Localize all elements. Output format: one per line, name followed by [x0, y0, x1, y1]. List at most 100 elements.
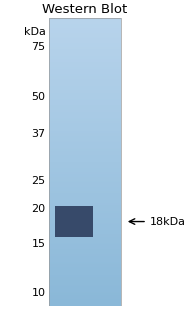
Bar	[49, 273, 121, 275]
Bar	[49, 263, 121, 265]
Bar	[49, 122, 121, 123]
Bar	[49, 234, 121, 236]
Bar	[49, 270, 121, 272]
Bar	[49, 46, 121, 47]
Bar	[49, 162, 121, 164]
Bar	[49, 198, 121, 200]
Bar	[49, 73, 121, 74]
Bar	[49, 20, 121, 21]
Bar	[49, 21, 121, 23]
Bar	[49, 90, 121, 92]
Bar	[49, 233, 121, 234]
Bar	[49, 138, 121, 139]
Bar	[49, 102, 121, 103]
Bar	[49, 254, 121, 256]
Bar	[49, 47, 121, 49]
Bar	[49, 112, 121, 113]
Bar	[49, 67, 121, 69]
Bar	[49, 98, 121, 99]
Bar	[49, 54, 121, 56]
Bar	[49, 299, 121, 300]
Bar	[49, 175, 121, 177]
Bar	[49, 40, 121, 41]
Bar	[49, 49, 121, 50]
Bar	[49, 36, 121, 37]
Bar	[49, 154, 121, 155]
Bar	[49, 66, 121, 67]
Bar	[49, 201, 121, 203]
Text: 10: 10	[31, 288, 45, 298]
Bar	[49, 204, 121, 205]
Text: 75: 75	[31, 42, 45, 52]
Bar	[49, 18, 121, 20]
Text: 15: 15	[31, 239, 45, 249]
Bar	[49, 103, 121, 105]
Bar	[49, 63, 121, 64]
Bar	[49, 193, 121, 194]
Bar	[49, 39, 121, 40]
Bar	[49, 282, 121, 283]
Bar	[49, 145, 121, 146]
Bar	[49, 129, 121, 131]
Bar	[49, 178, 121, 180]
Bar	[49, 51, 121, 53]
Bar	[49, 187, 121, 188]
Bar	[49, 305, 121, 306]
Bar	[49, 128, 121, 129]
Bar	[49, 226, 121, 227]
Bar	[49, 168, 121, 169]
Text: 37: 37	[31, 129, 45, 138]
Bar	[49, 218, 121, 220]
Bar	[49, 194, 121, 195]
Bar	[49, 228, 121, 230]
Bar	[49, 31, 121, 33]
Bar	[49, 64, 121, 66]
Bar	[49, 86, 121, 87]
Bar	[49, 171, 121, 172]
Bar	[49, 272, 121, 273]
Bar	[49, 267, 121, 269]
Bar	[49, 57, 121, 59]
Bar	[49, 275, 121, 276]
Text: 20: 20	[31, 204, 45, 214]
Bar	[49, 180, 121, 181]
Bar	[49, 80, 121, 82]
Text: kDa: kDa	[24, 27, 45, 37]
Bar	[49, 18, 121, 306]
Bar	[49, 220, 121, 221]
Bar	[49, 177, 121, 178]
Bar	[49, 285, 121, 286]
Bar	[49, 24, 121, 26]
Bar	[49, 277, 121, 279]
Bar	[49, 211, 121, 213]
Bar	[49, 164, 121, 165]
Bar	[49, 214, 121, 216]
Bar	[49, 37, 121, 39]
Bar	[49, 203, 121, 204]
Bar	[49, 70, 121, 72]
Bar	[49, 230, 121, 231]
Bar	[49, 221, 121, 223]
Bar	[49, 96, 121, 98]
Bar	[49, 23, 121, 24]
Bar	[49, 207, 121, 208]
Bar	[49, 266, 121, 267]
Bar	[49, 279, 121, 280]
Bar	[49, 298, 121, 299]
Bar	[49, 265, 121, 266]
Bar	[49, 200, 121, 201]
Bar	[49, 132, 121, 133]
Bar	[49, 303, 121, 305]
Bar	[49, 87, 121, 89]
Bar	[49, 287, 121, 289]
Bar	[49, 79, 121, 80]
Bar	[49, 256, 121, 257]
Bar	[49, 302, 121, 303]
Bar	[49, 217, 121, 218]
Bar	[49, 249, 121, 250]
Bar	[49, 136, 121, 138]
Text: 25: 25	[31, 176, 45, 186]
Bar	[49, 56, 121, 57]
Bar	[49, 289, 121, 290]
Bar	[49, 216, 121, 217]
